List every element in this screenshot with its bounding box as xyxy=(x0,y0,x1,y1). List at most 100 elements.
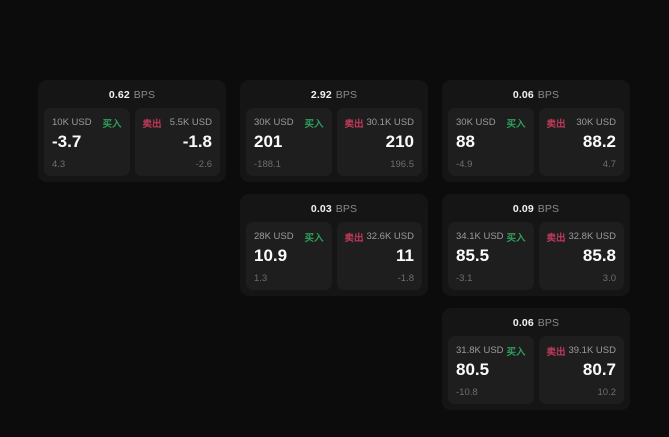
buy-size-label: 30K USD xyxy=(254,117,294,128)
buy-panel-header: 31.8K USD 买入 xyxy=(456,344,526,358)
buy-action-label[interactable]: 买入 xyxy=(304,232,324,244)
buy-panel-header: 30K USD 买入 xyxy=(456,116,526,130)
sell-panel[interactable]: 卖出 30K USD 88.2 4.7 xyxy=(538,108,624,176)
card-column: 2.92 BPS 30K USD 买入 201 -188.1 卖出 30.1K USD 210 1… xyxy=(240,80,428,296)
buy-action-label[interactable]: 买入 xyxy=(506,118,526,130)
buy-panel-header: 34.1K USD 买入 xyxy=(456,230,526,244)
spread-card[interactable]: 0.06 BPS 31.8K USD 买入 80.5 -10.8 卖出 39.1K USD 80… xyxy=(442,308,630,410)
card-header: 0.06 BPS xyxy=(448,86,624,104)
sell-action-label[interactable]: 卖出 xyxy=(142,118,162,130)
sell-size-label: 32.6K USD xyxy=(366,231,414,242)
bps-value: 0.09 xyxy=(512,203,534,215)
buy-panel[interactable]: 28K USD 买入 10.9 1.3 xyxy=(246,222,332,290)
sell-panel[interactable]: 卖出 32.8K USD 85.8 3.0 xyxy=(538,222,624,290)
card-column: 0.62 BPS 10K USD 买入 -3.7 4.3 卖出 5.5K USD -1.8 -2.… xyxy=(38,80,226,182)
sell-value: 11 xyxy=(396,246,414,265)
bps-unit-label: BPS xyxy=(537,317,560,329)
sell-delta: 10.2 xyxy=(597,387,617,398)
sell-delta: 4.7 xyxy=(602,159,616,170)
sell-panel[interactable]: 卖出 30.1K USD 210 196.5 xyxy=(336,108,422,176)
buy-panel[interactable]: 34.1K USD 买入 85.5 -3.1 xyxy=(448,222,534,290)
card-body: 28K USD 买入 10.9 1.3 卖出 32.6K USD 11 -1.8 xyxy=(246,222,422,290)
spread-card[interactable]: 0.09 BPS 34.1K USD 买入 85.5 -3.1 卖出 32.8K USD 85.… xyxy=(442,194,630,296)
buy-delta: 4.3 xyxy=(52,159,66,170)
card-body: 10K USD 买入 -3.7 4.3 卖出 5.5K USD -1.8 -2.6 xyxy=(44,108,220,176)
bps-unit-label: BPS xyxy=(537,203,560,215)
buy-panel[interactable]: 10K USD 买入 -3.7 4.3 xyxy=(44,108,130,176)
sell-panel[interactable]: 卖出 32.6K USD 11 -1.8 xyxy=(336,222,422,290)
sell-action-label[interactable]: 卖出 xyxy=(344,232,364,244)
bps-value: 2.92 xyxy=(310,89,332,101)
card-header: 0.62 BPS xyxy=(44,86,220,104)
buy-size-label: 34.1K USD xyxy=(456,231,504,242)
sell-size-label: 30.1K USD xyxy=(366,117,414,128)
buy-delta: -188.1 xyxy=(254,159,281,170)
sell-panel-header: 卖出 30.1K USD xyxy=(344,116,415,130)
sell-action-label[interactable]: 卖出 xyxy=(546,346,566,358)
bps-value: 0.06 xyxy=(512,89,534,101)
buy-action-label[interactable]: 买入 xyxy=(506,232,526,244)
sell-panel[interactable]: 卖出 39.1K USD 80.7 10.2 xyxy=(538,336,624,404)
buy-value: -3.7 xyxy=(52,132,82,151)
sell-delta: -1.8 xyxy=(397,273,414,284)
buy-panel[interactable]: 31.8K USD 买入 80.5 -10.8 xyxy=(448,336,534,404)
buy-action-label[interactable]: 买入 xyxy=(304,118,324,130)
bps-value: 0.06 xyxy=(512,317,534,329)
sell-panel-header: 卖出 32.8K USD xyxy=(546,230,617,244)
buy-size-label: 10K USD xyxy=(52,117,92,128)
spread-card-board: 0.62 BPS 10K USD 买入 -3.7 4.3 卖出 5.5K USD -1.8 -2.… xyxy=(38,80,635,410)
sell-delta: 196.5 xyxy=(390,159,414,170)
card-header: 0.09 BPS xyxy=(448,200,624,218)
card-column: 0.06 BPS 30K USD 买入 88 -4.9 卖出 30K USD 88.2 4.7 0.… xyxy=(442,80,630,410)
buy-value: 88 xyxy=(456,132,475,151)
sell-value: 210 xyxy=(385,132,414,151)
sell-delta: 3.0 xyxy=(602,273,616,284)
spread-card[interactable]: 0.03 BPS 28K USD 买入 10.9 1.3 卖出 32.6K USD 11 -1.8 xyxy=(240,194,428,296)
sell-panel[interactable]: 卖出 5.5K USD -1.8 -2.6 xyxy=(134,108,220,176)
buy-panel-header: 30K USD 买入 xyxy=(254,116,324,130)
spread-card[interactable]: 2.92 BPS 30K USD 买入 201 -188.1 卖出 30.1K USD 210 1… xyxy=(240,80,428,182)
buy-value: 10.9 xyxy=(254,246,288,265)
sell-size-label: 39.1K USD xyxy=(568,345,616,356)
sell-action-label[interactable]: 卖出 xyxy=(546,118,566,130)
buy-action-label[interactable]: 买入 xyxy=(102,118,122,130)
sell-value: 85.8 xyxy=(582,246,616,265)
buy-action-label[interactable]: 买入 xyxy=(506,346,526,358)
bps-unit-label: BPS xyxy=(335,89,358,101)
sell-panel-header: 卖出 32.6K USD xyxy=(344,230,415,244)
bps-value: 0.62 xyxy=(108,89,130,101)
buy-panel[interactable]: 30K USD 买入 201 -188.1 xyxy=(246,108,332,176)
card-body: 34.1K USD 买入 85.5 -3.1 卖出 32.8K USD 85.8 3.0 xyxy=(448,222,624,290)
sell-value: -1.8 xyxy=(182,132,212,151)
card-body: 31.8K USD 买入 80.5 -10.8 卖出 39.1K USD 80.7 10.2 xyxy=(448,336,624,404)
spread-card[interactable]: 0.06 BPS 30K USD 买入 88 -4.9 卖出 30K USD 88.2 4.7 xyxy=(442,80,630,182)
buy-size-label: 31.8K USD xyxy=(456,345,504,356)
buy-value: 201 xyxy=(254,132,283,151)
sell-panel-header: 卖出 5.5K USD xyxy=(142,116,213,130)
bps-unit-label: BPS xyxy=(335,203,358,215)
buy-value: 80.5 xyxy=(456,360,490,379)
sell-delta: -2.6 xyxy=(195,159,212,170)
sell-panel-header: 卖出 30K USD xyxy=(546,116,617,130)
bps-value: 0.03 xyxy=(310,203,332,215)
bps-unit-label: BPS xyxy=(537,89,560,101)
bps-unit-label: BPS xyxy=(133,89,156,101)
buy-panel[interactable]: 30K USD 买入 88 -4.9 xyxy=(448,108,534,176)
card-header: 0.03 BPS xyxy=(246,200,422,218)
sell-action-label[interactable]: 卖出 xyxy=(546,232,566,244)
sell-panel-header: 卖出 39.1K USD xyxy=(546,344,617,358)
buy-value: 85.5 xyxy=(456,246,490,265)
sell-action-label[interactable]: 卖出 xyxy=(344,118,364,130)
buy-panel-header: 28K USD 买入 xyxy=(254,230,324,244)
buy-panel-header: 10K USD 买入 xyxy=(52,116,122,130)
sell-size-label: 32.8K USD xyxy=(568,231,616,242)
card-body: 30K USD 买入 201 -188.1 卖出 30.1K USD 210 196.5 xyxy=(246,108,422,176)
buy-delta: -4.9 xyxy=(456,159,473,170)
sell-size-label: 30K USD xyxy=(576,117,616,128)
spread-card[interactable]: 0.62 BPS 10K USD 买入 -3.7 4.3 卖出 5.5K USD -1.8 -2.… xyxy=(38,80,226,182)
buy-size-label: 30K USD xyxy=(456,117,496,128)
buy-delta: -3.1 xyxy=(456,273,473,284)
buy-delta: 1.3 xyxy=(254,273,268,284)
buy-size-label: 28K USD xyxy=(254,231,294,242)
